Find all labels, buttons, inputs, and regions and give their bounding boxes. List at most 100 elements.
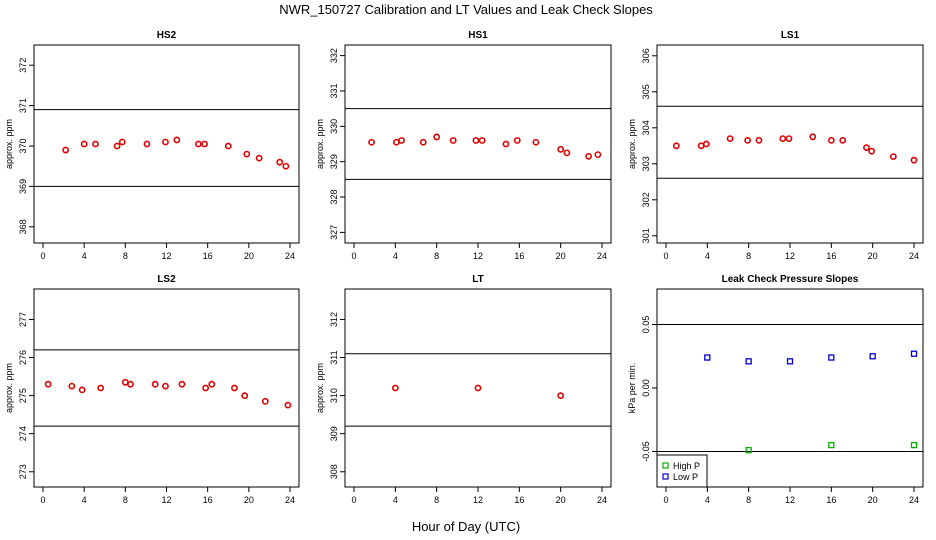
panel-4-data-point [127, 380, 134, 388]
panel-5-x-tick-label: 8 [434, 495, 439, 505]
panel-3-data-point [702, 140, 710, 148]
panel-2-y-axis-label: approx. ppm [315, 119, 325, 169]
panel-3-x-tick-label: 20 [868, 251, 878, 261]
panel-3-y-tick-label: 306 [641, 48, 651, 63]
panel-3-data-point [839, 136, 847, 144]
panel-1-data-point [162, 138, 169, 146]
panel-1-y-tick-label: 368 [18, 219, 28, 234]
panel-6-legend-box [656, 454, 708, 488]
panel-2-data-point [472, 137, 480, 144]
panel-4-x-tick-label: 20 [244, 495, 254, 505]
panel-2-data-point [513, 137, 521, 144]
panel-4-data-point [44, 380, 52, 388]
panel-4-data-point [202, 384, 210, 392]
panel-1-x-tick-label: 20 [244, 251, 254, 261]
panel-5-x-tick-label: 24 [597, 495, 607, 505]
panel-3-data-point [726, 135, 734, 142]
panel-4-data-point [178, 380, 186, 388]
panel-3-y-tick-label: 302 [641, 192, 651, 207]
panel-4-data-point [231, 384, 238, 392]
panel-2-x-tick-label: 16 [514, 251, 524, 261]
panel-1-data-point [255, 154, 263, 162]
panel-4-data-point [151, 380, 159, 388]
panel-4-data-point [97, 384, 105, 392]
panel-6-legend-label: High P [673, 461, 700, 471]
panel-5-data-point [474, 384, 482, 392]
panel-2-data-point [398, 137, 405, 144]
panel-3-x-tick-label: 8 [746, 251, 751, 261]
panel-5-title: LT [472, 274, 483, 285]
panel-2-data-point [433, 133, 441, 141]
panel-2-y-tick-label: 327 [329, 225, 339, 240]
panel-2-data-point [594, 151, 602, 159]
panel-1-data-point [80, 140, 88, 148]
panel-3-x-tick-label: 16 [826, 251, 836, 261]
panel-6-legend-swatch [662, 462, 669, 469]
panel-3-data-point [755, 136, 763, 144]
panel-2-y-tick-label: 330 [329, 119, 339, 134]
panel-1-y-tick-label: 370 [18, 139, 28, 154]
panel-6-x-tick-label: 24 [909, 495, 919, 505]
panel-3-data-point [672, 142, 680, 150]
panel-3-frame [656, 44, 924, 244]
panel-4-x-tick-label: 0 [40, 495, 45, 505]
panel-2-data-point [502, 140, 510, 148]
panel-4-data-point [261, 397, 269, 405]
panel-4-data-point [241, 392, 249, 400]
panel-6-data-point [828, 354, 835, 361]
panel-6-x-tick-label: 4 [705, 495, 710, 505]
panel-3-y-tick-label: 305 [641, 84, 651, 99]
panel-6-x-tick-label: 8 [746, 495, 751, 505]
panel-1-data-point [224, 142, 232, 150]
panel-4-y-tick-label: 274 [18, 426, 28, 441]
panel-6-x-tick-label: 12 [785, 495, 795, 505]
panel-1-x-tick-label: 8 [123, 251, 128, 261]
panel-4-y-tick-label: 275 [18, 388, 28, 403]
panel-1-x-tick-label: 0 [40, 251, 45, 261]
panel-1-data-point [92, 140, 99, 148]
panel-5-y-tick-label: 311 [329, 350, 339, 364]
panel-1-y-tick-label: 372 [18, 58, 28, 73]
panel-6-data-point [745, 358, 752, 365]
panel-2-x-tick-label: 8 [434, 251, 439, 261]
panel-6-y-tick-label: 0.00 [641, 379, 651, 397]
panel-2-frame [344, 44, 612, 244]
panel-6-data-point [786, 358, 794, 365]
panel-3-y-tick-label: 303 [641, 156, 651, 171]
panel-2-x-tick-label: 4 [393, 251, 398, 261]
panel-5-y-tick-label: 310 [329, 388, 339, 403]
panel-6-title: Leak Check Pressure Slopes [722, 274, 859, 285]
panel-2-data-point [449, 137, 457, 144]
panel-4-x-tick-label: 4 [82, 495, 87, 505]
panel-2-title: HS1 [468, 30, 488, 41]
panel-1-data-point [195, 140, 202, 148]
panel-1-x-tick-label: 24 [285, 251, 295, 261]
panel-3-data-point [779, 135, 787, 142]
panel-5-y-tick-label: 308 [329, 464, 339, 479]
panel-1-y-axis-label: approx. ppm [4, 119, 14, 169]
panel-6-y-tick-label: 0.05 [641, 316, 651, 334]
panel-3-data-point [910, 156, 918, 164]
panel-2-x-tick-label: 20 [556, 251, 566, 261]
panel-2-data-point [585, 152, 592, 160]
panel-4-data-point [68, 382, 76, 390]
panel-4-x-tick-label: 24 [285, 495, 295, 505]
panel-5-x-tick-label: 4 [393, 495, 398, 505]
panel-1-data-point [243, 150, 251, 158]
panel-1-title: HS2 [157, 30, 177, 41]
panel-4-data-point [284, 401, 292, 409]
panel-2-data-point [557, 145, 565, 153]
panel-2-data-point [532, 138, 540, 146]
panel-2-data-point [563, 149, 571, 157]
panel-5-data-point [557, 392, 565, 400]
panel-3-data-point [827, 136, 835, 144]
panel-6-data-point [704, 354, 711, 361]
panel-2-x-tick-label: 12 [473, 251, 483, 261]
panel-3-data-point [863, 144, 870, 151]
panel-1-data-point [143, 140, 151, 148]
panel-6-legend-swatch [662, 473, 669, 480]
panel-1-data-point [62, 146, 70, 154]
panel-5-y-tick-label: 309 [329, 426, 339, 441]
panel-2-y-tick-label: 332 [329, 48, 339, 63]
panel-3-y-axis-label: approx. ppm [627, 119, 637, 169]
